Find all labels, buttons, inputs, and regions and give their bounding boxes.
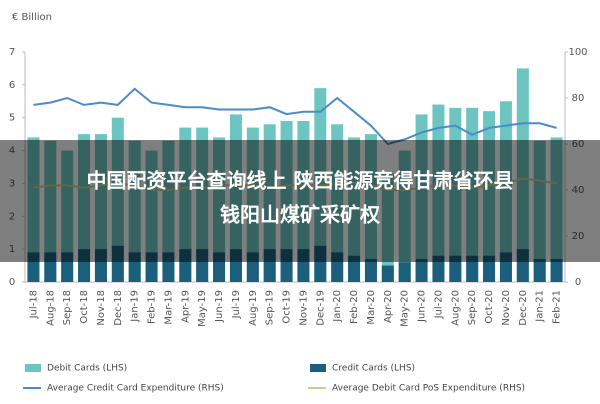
x-tick-label: Jun-20 [417,290,428,323]
legend-swatch [310,364,326,372]
x-tick-label: Jan-20 [332,290,343,323]
bar [550,259,563,282]
x-tick-label: Dec-19 [315,290,326,326]
banner-text: 中国配资平台查询线上 陕西能源竞得甘肃省环县 [87,169,514,193]
x-tick-label: Apr-20 [383,290,394,323]
x-tick-label: Aug-20 [450,290,461,326]
bar [432,255,445,282]
x-tick-label: May-20 [400,290,411,327]
y2-tick-label: 100 [568,47,587,58]
legend-label: Credit Cards (LHS) [332,364,415,374]
bar [466,255,479,282]
x-tick-label: Mar-19 [163,290,174,325]
bar [348,255,361,282]
line [33,87,557,146]
bar [398,262,411,282]
legend-label: Average Debit Card PoS Expenditure (RHS) [332,384,525,394]
legend-label: Average Credit Card Expenditure (RHS) [47,384,224,394]
y-tick-label: 7 [9,47,15,58]
legend-swatch [25,364,41,372]
y2-tick-label: 80 [572,93,585,104]
bar [364,259,377,282]
bar [533,259,546,282]
bar [415,259,428,282]
x-tick-label: Mar-20 [366,290,377,325]
x-tick-label: Aug-18 [45,290,56,326]
banner-text: 钱阳山煤矿采矿权 [220,203,381,227]
legend-label: Debit Cards (LHS) [47,364,127,374]
x-tick-label: Apr-19 [180,290,191,323]
x-tick-label: Feb-20 [349,290,360,324]
x-tick-label: Oct-20 [484,290,495,324]
banner-background [0,140,600,262]
x-tick-label: Nov-20 [501,290,512,326]
x-tick-label: Aug-19 [248,290,259,326]
y-tick-label: 5 [9,113,15,124]
x-tick-label: Feb-21 [552,290,563,324]
x-tick-label: Sep-19 [265,290,276,325]
y-axis-label: € Billion [12,12,52,23]
x-tick-label: Nov-19 [298,290,309,326]
bar [483,255,496,282]
y-tick-label: 0 [9,277,15,288]
x-tick-label: Jul-19 [231,290,242,319]
y2-tick-label: 0 [575,277,581,288]
x-tick-label: Jun-19 [214,290,225,323]
x-tick-label: Jul-20 [433,290,444,319]
x-tick-label: Feb-19 [147,290,158,324]
x-tick-label: Oct-19 [282,290,293,324]
x-tick-label: Dec-20 [518,290,529,326]
x-tick-label: Nov-18 [96,290,107,326]
x-tick-label: May-19 [197,290,208,327]
x-tick-label: Sep-18 [62,290,73,325]
x-tick-label: Oct-18 [79,290,90,324]
bar [381,265,394,282]
bar [449,255,462,282]
x-tick-label: Jan-19 [130,290,141,323]
x-tick-label: Dec-18 [113,290,124,326]
y-tick-label: 6 [9,80,15,91]
x-tick-label: Sep-20 [467,290,478,325]
x-tick-label: Jan-21 [535,290,546,323]
x-tick-label: Jul-18 [28,290,39,319]
